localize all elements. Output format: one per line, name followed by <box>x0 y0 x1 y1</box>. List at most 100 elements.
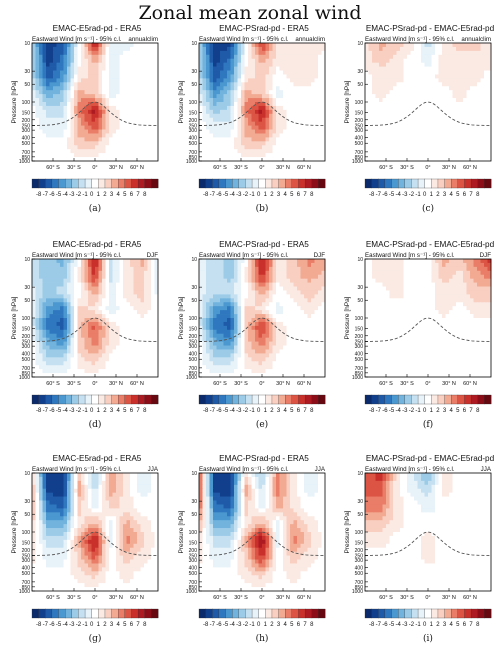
panel-a-colorbar-swatch <box>58 178 66 189</box>
panel-d-heatmap-cell <box>88 278 92 283</box>
panel-a-heatmap-cell <box>112 78 117 83</box>
panel-c-heatmap-cell <box>463 94 467 99</box>
panel-b-heatmap-cell <box>265 137 270 142</box>
panel-e-heatmap-cell <box>293 274 298 280</box>
panel-c-heatmap-cell <box>459 121 464 126</box>
panel-d-heatmap-cell <box>56 294 61 299</box>
panel-b-colorbar-swatch <box>291 178 299 189</box>
panel-a-heatmap-cell <box>35 70 40 75</box>
panel-c-heatmap-cell <box>396 125 401 130</box>
panel-b-heatmap-cell <box>314 78 319 83</box>
panel-d-heatmap-cell <box>70 321 75 327</box>
panel-a-heatmap-cell <box>109 141 113 146</box>
panel-c-heatmap-cell <box>393 62 397 67</box>
panel-c-heatmap-cell <box>466 58 471 64</box>
panel-c-heatmap-cell <box>403 70 408 75</box>
panel-c-heatmap-cell <box>431 86 436 91</box>
panel-c-heatmap-cell <box>466 149 471 154</box>
panel-d-heatmap-cell <box>112 329 117 335</box>
panel-b-heatmap-cell <box>220 46 224 52</box>
panel-c-heatmap-cell <box>400 54 404 60</box>
panel-d-heatmap-cell <box>123 286 127 291</box>
panel-a-heatmap-cell <box>46 137 50 142</box>
panel-a-heatmap-cell <box>70 102 75 107</box>
panel-a-heatmap-cell <box>130 157 134 162</box>
panel-c-heatmap-cell <box>379 113 383 119</box>
panel-a-heatmap-cell <box>144 145 148 150</box>
panel-c-heatmap-cell <box>466 50 471 56</box>
panel-d-heatmap-cell <box>119 337 124 342</box>
panel-b-heatmap-cell <box>202 70 207 75</box>
panel-a-heatmap-cell <box>81 105 85 111</box>
panel-e-heatmap-cell <box>237 294 242 299</box>
panel-d-heatmap-cell <box>112 349 117 354</box>
panel-b-heatmap-cell <box>297 94 301 99</box>
panel-c-heatmap-cell <box>435 121 439 126</box>
panel-a-heatmap-cell <box>102 141 106 146</box>
panel-d-heatmap-cell <box>70 314 75 319</box>
panel-e-heatmap-cell <box>262 259 266 264</box>
panel-a-heatmap-cell <box>81 50 85 56</box>
panel-a-heatmap-cell <box>70 94 75 99</box>
panel-b-heatmap-cell <box>321 105 326 111</box>
panel-b-heatmap-cell <box>304 141 308 146</box>
panel-d-heatmap-cell <box>137 349 141 354</box>
panel-a-heatmap-cell <box>102 105 106 111</box>
panel-b-heatmap-cell <box>321 70 326 75</box>
panel-a-heatmap-cell <box>154 74 159 79</box>
panel-d-heatmap-cell <box>81 357 85 362</box>
panel-a-heatmap-cell <box>147 86 152 91</box>
panel-c-heatmap-cell <box>368 46 373 52</box>
panel-d-heatmap-cell <box>91 266 96 272</box>
panel-c-heatmap-cell <box>407 125 411 130</box>
panel-a-heatmap-cell <box>112 129 117 134</box>
panel-d-heatmap-cell <box>137 282 141 287</box>
panel-d-heatmap-cell <box>109 321 113 327</box>
panel-b-heatmap-cell <box>279 82 284 87</box>
panel-a-heatmap-cell <box>81 153 85 158</box>
panel-d-heatmap-cell <box>60 318 64 323</box>
panel-c-heatmap-cell <box>452 66 457 71</box>
panel-c-heatmap-cell <box>375 121 380 126</box>
panel-a-colorbar-swatch <box>124 178 132 189</box>
panel-c-heatmap-cell <box>484 113 488 119</box>
panel-d-heatmap-cell <box>109 349 113 354</box>
panel-e-heatmap-cell <box>279 262 284 268</box>
panel-b-heatmap-cell <box>314 90 319 95</box>
panel-c-heatmap-cell <box>466 121 471 126</box>
panel-b-heatmap-cell <box>244 117 249 123</box>
panel-c-heatmap-cell <box>452 129 457 134</box>
panel-b-heatmap-cell <box>297 125 301 130</box>
panel-b-heatmap-cell <box>241 137 245 142</box>
panel-e-heatmap-cell <box>209 294 214 299</box>
panel-d-heatmap-cell <box>105 345 110 350</box>
panel-a-heatmap-cell <box>140 58 145 64</box>
panel-d-heatmap-cell <box>53 262 57 268</box>
panel-c-heatmap-cell <box>365 145 369 150</box>
panel-e-heatmap-cell <box>227 278 231 283</box>
panel-d-heatmap-cell <box>147 302 152 307</box>
panel-b-heatmap-cell <box>209 82 214 87</box>
panel-a-heatmap-cell <box>126 50 131 56</box>
panel-d-heatmap-cell <box>70 349 75 354</box>
panel-d-heatmap-cell <box>137 341 141 346</box>
panel-c-heatmap-cell <box>445 117 450 123</box>
panel-a-heatmap-cell <box>119 74 124 79</box>
panel-c-heatmap-cell <box>449 102 453 107</box>
panel-b-heatmap-cell <box>279 129 284 134</box>
panel-d-heatmap-cell <box>77 278 82 283</box>
panel-a-heatmap-cell <box>67 125 71 130</box>
panel-d-heatmap-cell <box>74 262 78 268</box>
panel-b-heatmap-cell <box>248 58 252 64</box>
panel-a-heatmap-cell <box>42 46 47 52</box>
panel-c-heatmap-cell <box>487 82 492 87</box>
panel-d-heatmap-cell <box>133 357 138 362</box>
panel-a-heatmap-cell <box>105 125 110 130</box>
panel-b-heatmap-cell <box>286 153 291 158</box>
panel-d-heatmap-cell <box>53 333 57 339</box>
panel-c-heatmap-cell <box>393 149 397 154</box>
panel-d-heatmap-cell <box>154 337 159 342</box>
panel-d-heatmap-cell <box>98 259 103 264</box>
panel-a-heatmap-cell <box>151 113 155 119</box>
panel-b-heatmap-cell <box>293 74 298 79</box>
